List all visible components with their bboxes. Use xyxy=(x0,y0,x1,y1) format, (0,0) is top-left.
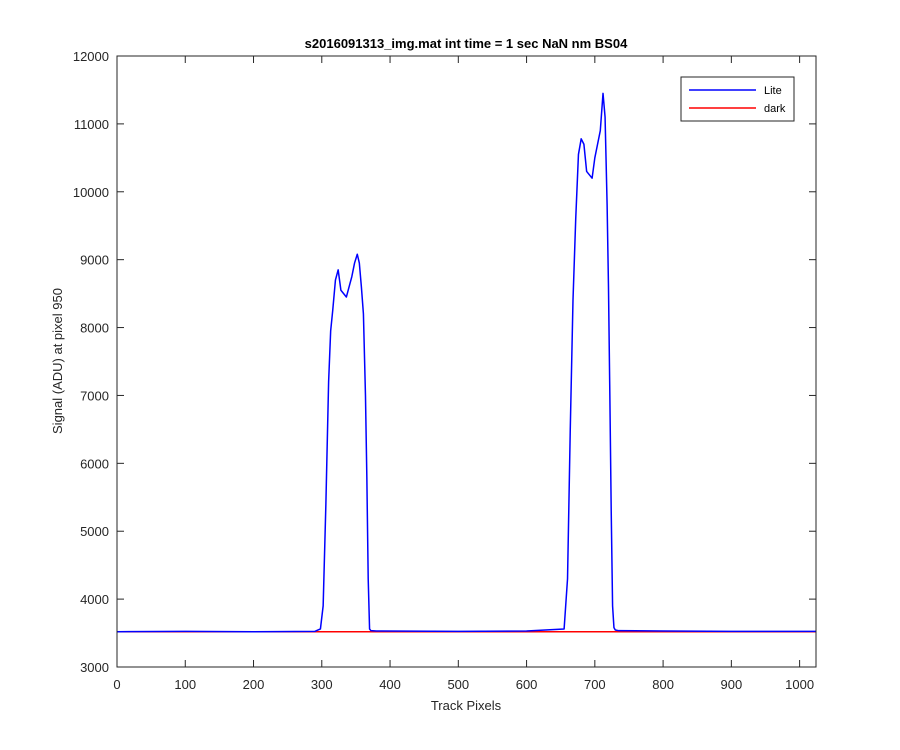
x-tick-label: 600 xyxy=(516,677,538,692)
x-tick-label: 1000 xyxy=(785,677,814,692)
x-axis-title: Track Pixels xyxy=(431,698,502,713)
y-tick-label: 10000 xyxy=(73,185,109,200)
x-tick-label: 200 xyxy=(243,677,265,692)
x-tick-label: 900 xyxy=(721,677,743,692)
x-tick-label: 800 xyxy=(652,677,674,692)
x-tick-label: 400 xyxy=(379,677,401,692)
legend: Lite dark xyxy=(680,76,795,122)
x-tick-label: 0 xyxy=(113,677,120,692)
legend-label-lite: Lite xyxy=(764,85,782,97)
legend-box xyxy=(680,76,795,122)
series-layer xyxy=(116,92,816,633)
series-line-lite xyxy=(116,92,816,633)
tick-layer: 0 100 200 300 400 500 600 700 800 900 1000 3000 4000… xyxy=(73,49,816,692)
y-tick-label: 4000 xyxy=(80,592,109,607)
y-tick-label: 3000 xyxy=(80,660,109,675)
y-axis-title: Signal (ADU) at pixel 950 xyxy=(50,288,65,434)
y-tick-label: 11000 xyxy=(74,117,109,132)
y-tick-label: 6000 xyxy=(80,456,109,471)
plot-frame xyxy=(116,55,817,668)
plot-area xyxy=(117,56,816,667)
y-tick-label: 12000 xyxy=(73,49,109,64)
chart-title: s2016091313_img.mat int time = 1 sec NaN… xyxy=(305,36,628,51)
y-tick-label: 9000 xyxy=(80,253,109,268)
x-tick-label: 700 xyxy=(584,677,606,692)
x-tick-label: 100 xyxy=(174,677,196,692)
y-tick-label: 5000 xyxy=(80,524,109,539)
y-tick-label: 8000 xyxy=(80,321,109,336)
x-tick-label: 300 xyxy=(311,677,333,692)
legend-label-dark: dark xyxy=(764,103,786,115)
y-tick-label: 7000 xyxy=(80,388,109,403)
x-tick-label: 500 xyxy=(447,677,469,692)
